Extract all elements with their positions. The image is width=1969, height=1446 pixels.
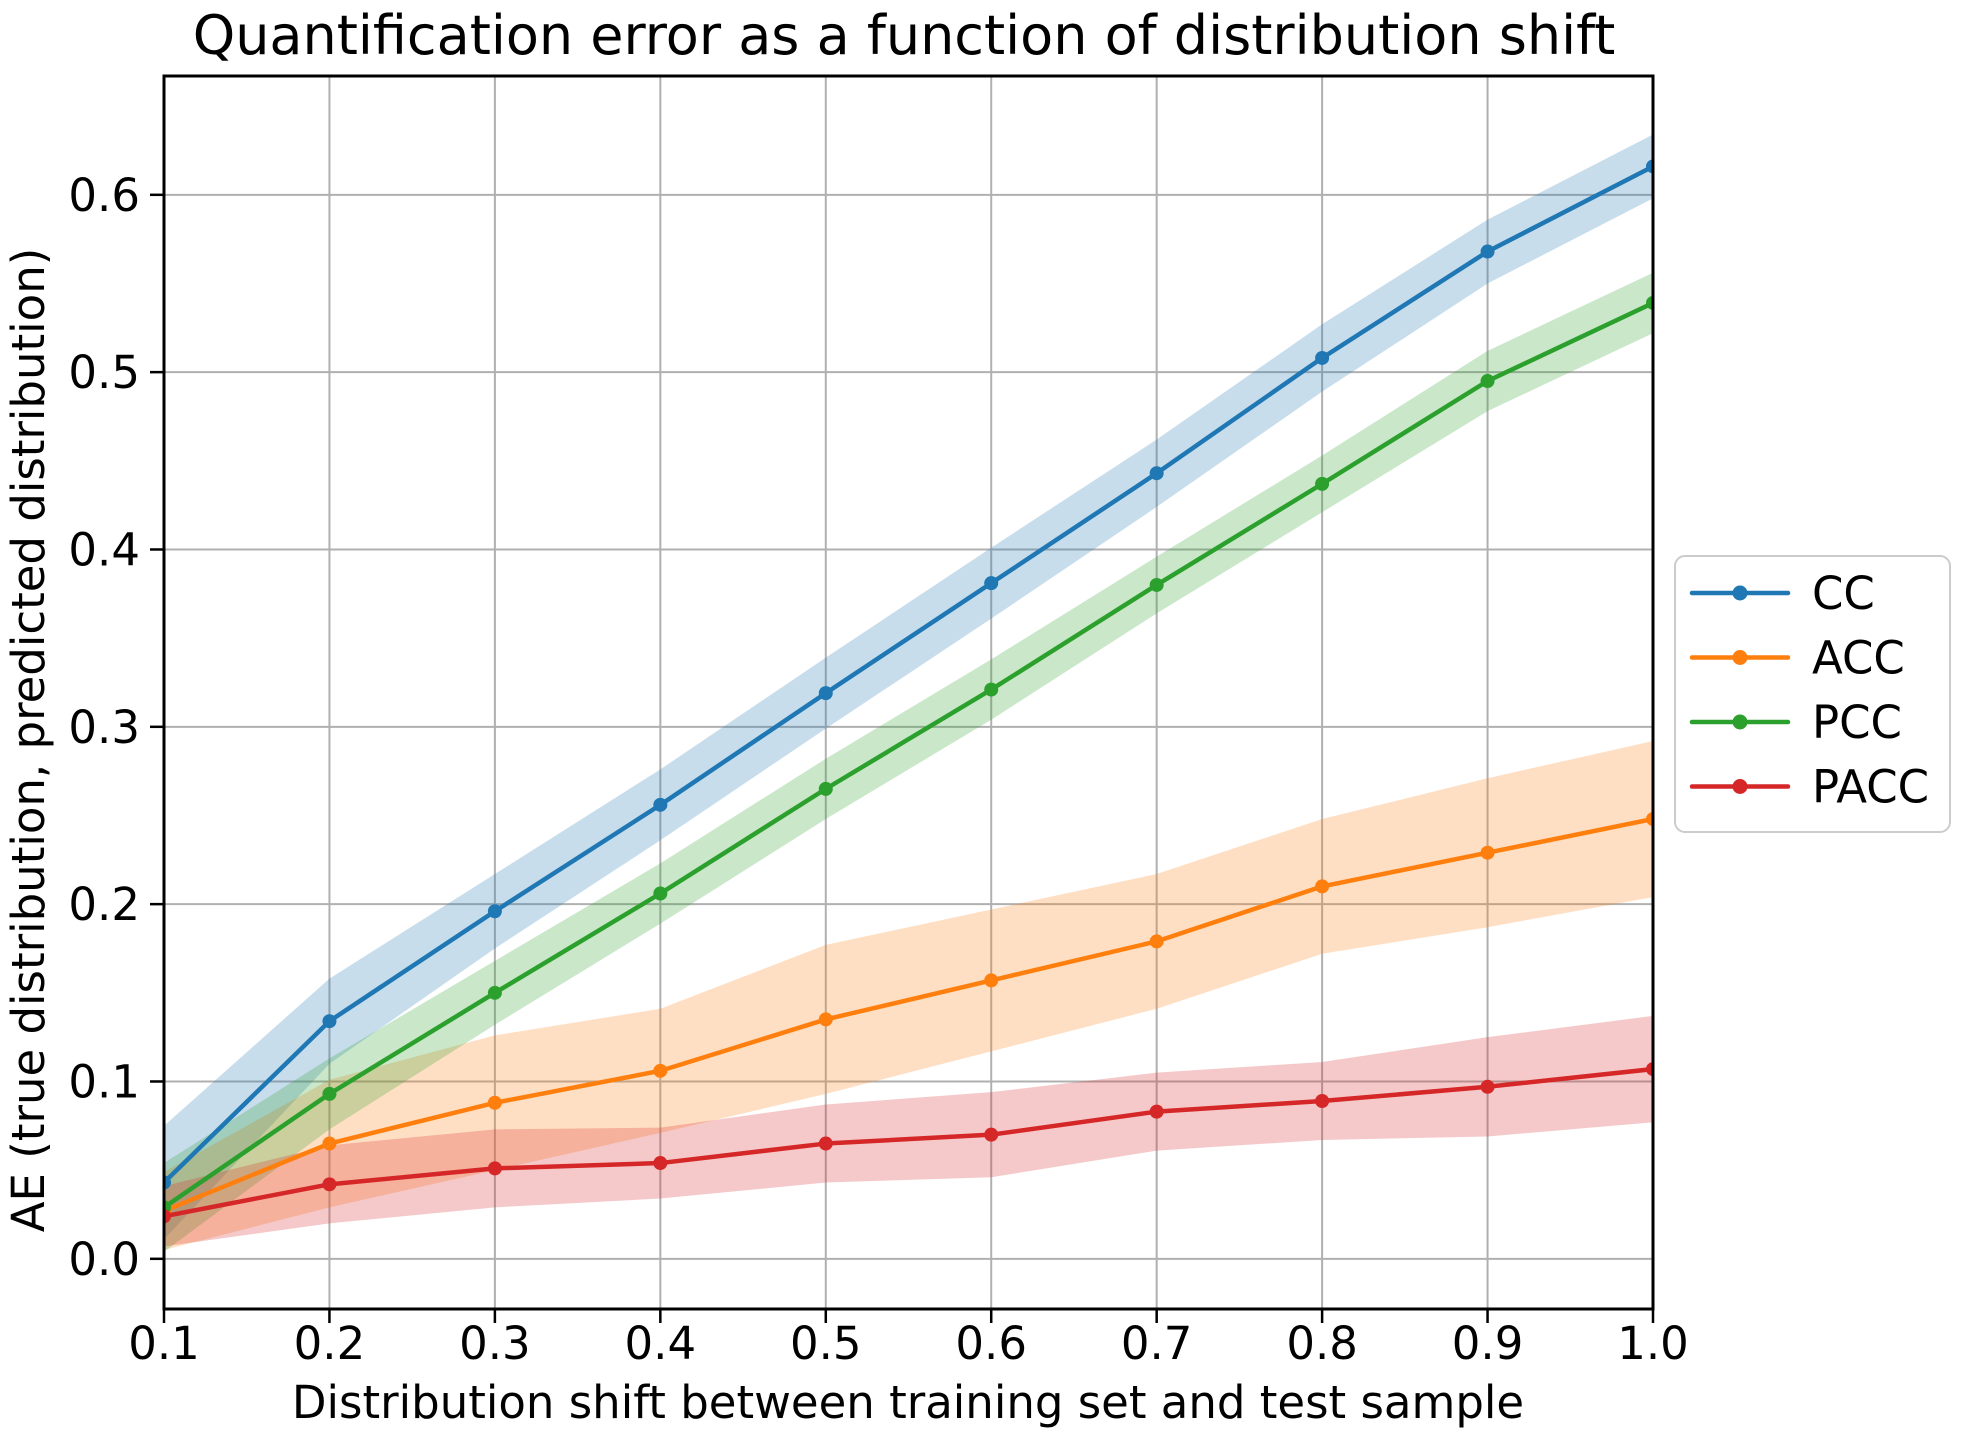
data-point-cc bbox=[487, 904, 502, 919]
x-tick-label: 0.2 bbox=[294, 1317, 366, 1370]
y-tick-label: 0.5 bbox=[68, 346, 140, 399]
tick-layer: 0.1 0.2 0.3 0.4 0.5 0.6 0.7 0.8 0.9 1.0 0.0 0.1 0.2 0… bbox=[68, 169, 1688, 1370]
data-point-pcc bbox=[322, 1086, 337, 1101]
data-point-pacc bbox=[984, 1127, 999, 1142]
data-point-acc bbox=[1315, 879, 1330, 894]
data-point-pacc bbox=[164, 1209, 171, 1224]
data-point-pcc bbox=[818, 781, 833, 796]
x-tick-label: 0.7 bbox=[1121, 1317, 1193, 1370]
data-point-pcc bbox=[487, 985, 502, 1000]
data-point-acc bbox=[1149, 934, 1164, 949]
data-point-pacc bbox=[653, 1156, 668, 1171]
x-tick-label: 1.0 bbox=[1617, 1317, 1689, 1370]
legend-marker bbox=[1732, 779, 1748, 794]
data-point-acc bbox=[322, 1136, 337, 1151]
confidence-band-pacc bbox=[164, 1015, 1653, 1247]
data-point-cc bbox=[322, 1014, 337, 1029]
confidence-band-pcc bbox=[164, 272, 1653, 1252]
legend-entries: CC ACC PCC PACC bbox=[1689, 567, 1929, 814]
x-tick-label: 0.1 bbox=[128, 1317, 200, 1370]
data-point-acc bbox=[984, 973, 999, 988]
data-point-pcc bbox=[653, 886, 668, 901]
y-tick-label: 0.0 bbox=[68, 1233, 140, 1286]
data-point-cc bbox=[1480, 244, 1495, 259]
data-point-pacc bbox=[1480, 1079, 1495, 1094]
data-point-cc bbox=[1646, 159, 1653, 174]
plot-area bbox=[164, 76, 1653, 1309]
axes-spines bbox=[162, 74, 1655, 1311]
data-point-cc bbox=[1315, 350, 1330, 365]
legend: CC ACC PCC PACC bbox=[1674, 555, 1951, 833]
data-point-pcc bbox=[1149, 577, 1164, 592]
x-tick-label: 0.6 bbox=[955, 1317, 1027, 1370]
data-point-pacc bbox=[487, 1161, 502, 1176]
legend-label: ACC bbox=[1812, 632, 1905, 685]
data-point-cc bbox=[818, 686, 833, 701]
y-axis-label: AE (true distribution, predicted distrib… bbox=[2, 248, 55, 1233]
data-point-pacc bbox=[322, 1177, 337, 1192]
chart-title: Quantification error as a function of di… bbox=[193, 4, 1616, 67]
legend-marker bbox=[1732, 714, 1748, 730]
legend-label: CC bbox=[1812, 567, 1875, 620]
data-point-acc bbox=[487, 1095, 502, 1110]
legend-marker bbox=[1732, 585, 1748, 601]
data-point-pcc bbox=[1480, 374, 1495, 389]
data-point-cc bbox=[1149, 466, 1164, 481]
y-tick-label: 0.4 bbox=[68, 523, 140, 576]
series-line-cc bbox=[164, 164, 1653, 1185]
x-tick-label: 0.3 bbox=[459, 1317, 531, 1370]
data-point-pcc bbox=[1315, 476, 1330, 491]
data-point-pcc bbox=[984, 682, 999, 697]
data-point-pacc bbox=[818, 1136, 833, 1151]
data-point-cc bbox=[653, 797, 668, 812]
x-tick-label: 0.5 bbox=[790, 1317, 862, 1370]
confidence-band-layer bbox=[164, 134, 1653, 1252]
data-point-cc bbox=[164, 1175, 171, 1190]
legend-label: PCC bbox=[1812, 696, 1902, 749]
series-line-pacc bbox=[164, 1066, 1653, 1219]
series-line-pcc bbox=[164, 300, 1653, 1210]
y-tick-label: 0.3 bbox=[68, 701, 140, 754]
data-point-acc bbox=[1646, 812, 1653, 827]
data-point-pacc bbox=[1315, 1093, 1330, 1108]
data-point-pacc bbox=[1646, 1062, 1653, 1077]
x-tick-label: 0.8 bbox=[1286, 1317, 1358, 1370]
confidence-band-acc bbox=[164, 741, 1653, 1250]
x-tick-label: 0.4 bbox=[625, 1317, 697, 1370]
data-point-pacc bbox=[1149, 1104, 1164, 1119]
x-axis-label: Distribution shift between training set … bbox=[292, 1376, 1524, 1429]
x-tick-label: 0.9 bbox=[1452, 1317, 1524, 1370]
data-point-pcc bbox=[1646, 295, 1653, 310]
data-point-acc bbox=[1480, 845, 1495, 860]
legend-label: PACC bbox=[1812, 761, 1929, 814]
legend-box bbox=[1674, 555, 1951, 833]
series-line-layer bbox=[164, 159, 1653, 1224]
y-tick-label: 0.6 bbox=[68, 169, 140, 222]
series-line-acc bbox=[164, 816, 1653, 1214]
data-point-cc bbox=[984, 576, 999, 591]
y-tick-label: 0.1 bbox=[68, 1055, 140, 1108]
y-tick-label: 0.2 bbox=[68, 878, 140, 931]
confidence-band-cc bbox=[164, 134, 1653, 1240]
data-point-acc bbox=[818, 1012, 833, 1027]
data-point-acc bbox=[653, 1063, 668, 1078]
legend-marker bbox=[1732, 650, 1748, 665]
